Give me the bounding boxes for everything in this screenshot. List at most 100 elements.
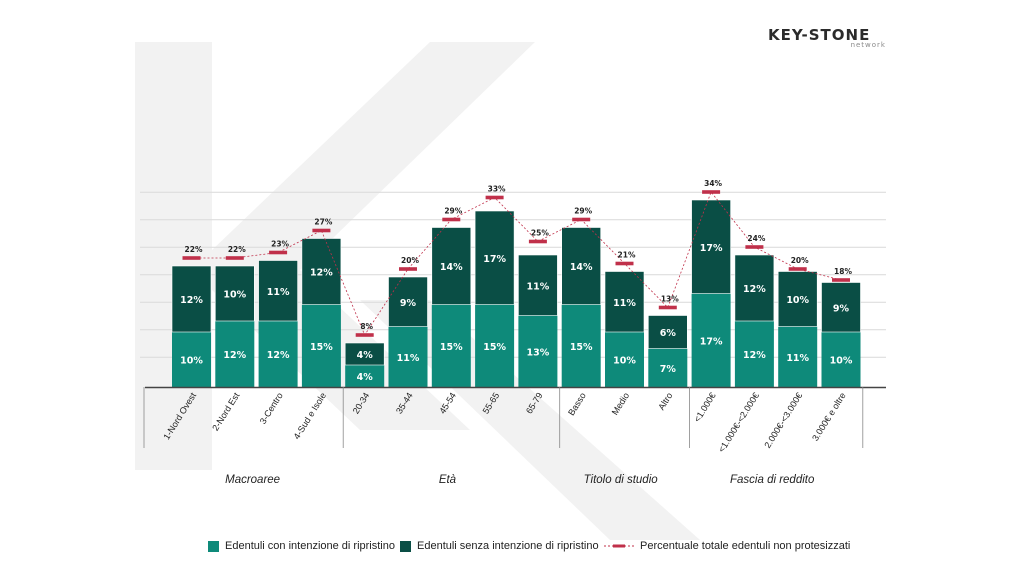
- bar-with-intention: [172, 332, 211, 387]
- bar-value-label-without-intention: 10%: [223, 290, 246, 301]
- total-value-label: 22%: [185, 245, 203, 254]
- total-value-label: 13%: [661, 295, 679, 304]
- keystone-logo: KEY-STONE network: [768, 26, 886, 49]
- bar-without-intention: [344, 342, 385, 366]
- bar-value-label-without-intention: 14%: [570, 262, 593, 273]
- bar-value-label-without-intention: 17%: [700, 243, 723, 254]
- bar-without-intention: [171, 265, 212, 333]
- bar-value-label-with-intention: 15%: [440, 342, 463, 353]
- bar-value-label-with-intention: 10%: [180, 356, 203, 367]
- bar-with-intention: [821, 332, 861, 387]
- bar-value-label-with-intention: 4%: [357, 372, 374, 383]
- bar-value-label-without-intention: 4%: [357, 350, 374, 361]
- bar-without-intention: [474, 210, 515, 305]
- total-marker: [225, 256, 244, 260]
- bar-labels: 10% 12% 12% 10% 12% 11% 15% 12% 4% 4% 11% 9% 15% 14% 1…: [180, 243, 853, 383]
- bar-value-label-with-intention: 11%: [786, 353, 809, 364]
- total-value-label: 27%: [314, 218, 332, 227]
- logo-text: KEY-STONE: [768, 26, 871, 44]
- bar-without-intention: [561, 227, 602, 305]
- bar-value-label-without-intention: 12%: [180, 295, 203, 306]
- bar-with-intention: [734, 321, 774, 387]
- total-marker: [788, 267, 807, 271]
- bar-value-label-without-intention: 14%: [440, 262, 463, 273]
- bar-without-intention: [301, 238, 342, 305]
- total-value-label: 25%: [531, 229, 549, 238]
- bar-with-intention: [431, 304, 471, 387]
- bar-without-intention: [431, 227, 472, 305]
- group-label: Macroaree: [225, 474, 280, 486]
- total-value-label: 34%: [704, 179, 722, 188]
- bar-with-intention: [475, 304, 515, 387]
- total-marker: [615, 261, 634, 266]
- total-marker: [528, 239, 547, 244]
- bar-value-label-with-intention: 7%: [660, 364, 677, 375]
- logo-subtext: network: [850, 41, 886, 49]
- legend-line-icon: [604, 544, 634, 548]
- bar-without-intention: [821, 282, 861, 333]
- bar-value-label-with-intention: 11%: [397, 353, 420, 364]
- total-marker: [269, 250, 288, 255]
- legend: Edentuli con intenzione di ripristino Ed…: [0, 540, 1027, 558]
- total-dashed-line: [191, 191, 842, 336]
- bar-with-intention: [605, 332, 644, 387]
- legend-label-with-intention: Edentuli con intenzione di ripristino: [225, 540, 395, 552]
- bar-without-intention: [777, 271, 818, 327]
- total-line: 22% 22% 23% 27% 8% 20% 29% 33% 25% 29% 21% 13% 34% 24…: [182, 179, 852, 337]
- total-value-label: 29%: [574, 207, 592, 216]
- bar-with-intention: [258, 321, 298, 387]
- bars: [171, 199, 861, 387]
- total-value-label: 18%: [834, 267, 852, 276]
- x-tick-label: <1.000€: [692, 391, 718, 424]
- total-marker: [312, 228, 331, 233]
- bar-value-label-without-intention: 11%: [613, 298, 636, 309]
- bar-without-intention: [604, 271, 645, 333]
- total-marker: [572, 217, 591, 222]
- total-marker: [658, 305, 677, 310]
- total-marker: [702, 190, 721, 194]
- total-value-label: 20%: [791, 256, 809, 265]
- total-marker: [442, 217, 461, 222]
- x-tick-label: 4-Sud e Isole: [292, 391, 329, 441]
- bar-value-label-without-intention: 6%: [660, 328, 677, 339]
- x-tick-label: <1.000€-<2.000€: [716, 391, 761, 454]
- total-value-label: 20%: [401, 256, 419, 265]
- bar-without-intention: [215, 265, 255, 322]
- bar-without-intention: [388, 276, 428, 327]
- bar-value-label-without-intention: 11%: [267, 287, 290, 298]
- total-marker: [832, 278, 850, 282]
- bar-value-label-with-intention: 12%: [267, 350, 290, 361]
- bar-value-label-with-intention: 15%: [570, 342, 593, 353]
- bar-with-intention: [345, 365, 385, 387]
- group-label: Titolo di studio: [584, 474, 659, 486]
- bar-value-label-with-intention: 12%: [223, 350, 246, 361]
- x-tick-label: 2.000€-<3.000€: [762, 391, 804, 450]
- bar-without-intention: [647, 315, 688, 349]
- bar-value-label-without-intention: 17%: [483, 254, 506, 265]
- legend-label-total: Percentuale totale edentuli non protesiz…: [640, 540, 851, 552]
- bar-value-label-without-intention: 9%: [833, 303, 850, 314]
- bar-value-label-without-intention: 10%: [786, 295, 809, 306]
- total-marker: [355, 333, 374, 337]
- total-marker: [182, 256, 201, 260]
- bar-with-intention: [561, 304, 601, 387]
- total-value-label: 23%: [271, 240, 289, 249]
- legend-label-without-intention: Edentuli senza intenzione di ripristino: [417, 540, 599, 552]
- total-marker: [399, 267, 417, 271]
- legend-swatch-with-intention: [208, 540, 219, 552]
- total-value-label: 8%: [360, 322, 373, 331]
- bar-value-label-with-intention: 12%: [743, 350, 766, 361]
- bar-value-label-with-intention: 10%: [830, 356, 853, 367]
- bar-with-intention: [691, 293, 731, 387]
- bar-value-label-with-intention: 13%: [527, 347, 550, 358]
- bar-value-label-without-intention: 9%: [400, 298, 417, 309]
- x-tick-label: 3-Centro: [258, 391, 285, 426]
- bar-value-label-without-intention: 12%: [743, 284, 766, 295]
- x-tick-label: Basso: [566, 391, 588, 418]
- total-value-label: 22%: [228, 245, 246, 254]
- bar-value-label-with-intention: 10%: [613, 356, 636, 367]
- x-tick-label: Medio: [610, 391, 631, 417]
- total-value-label: 24%: [747, 234, 765, 243]
- total-marker: [745, 245, 764, 249]
